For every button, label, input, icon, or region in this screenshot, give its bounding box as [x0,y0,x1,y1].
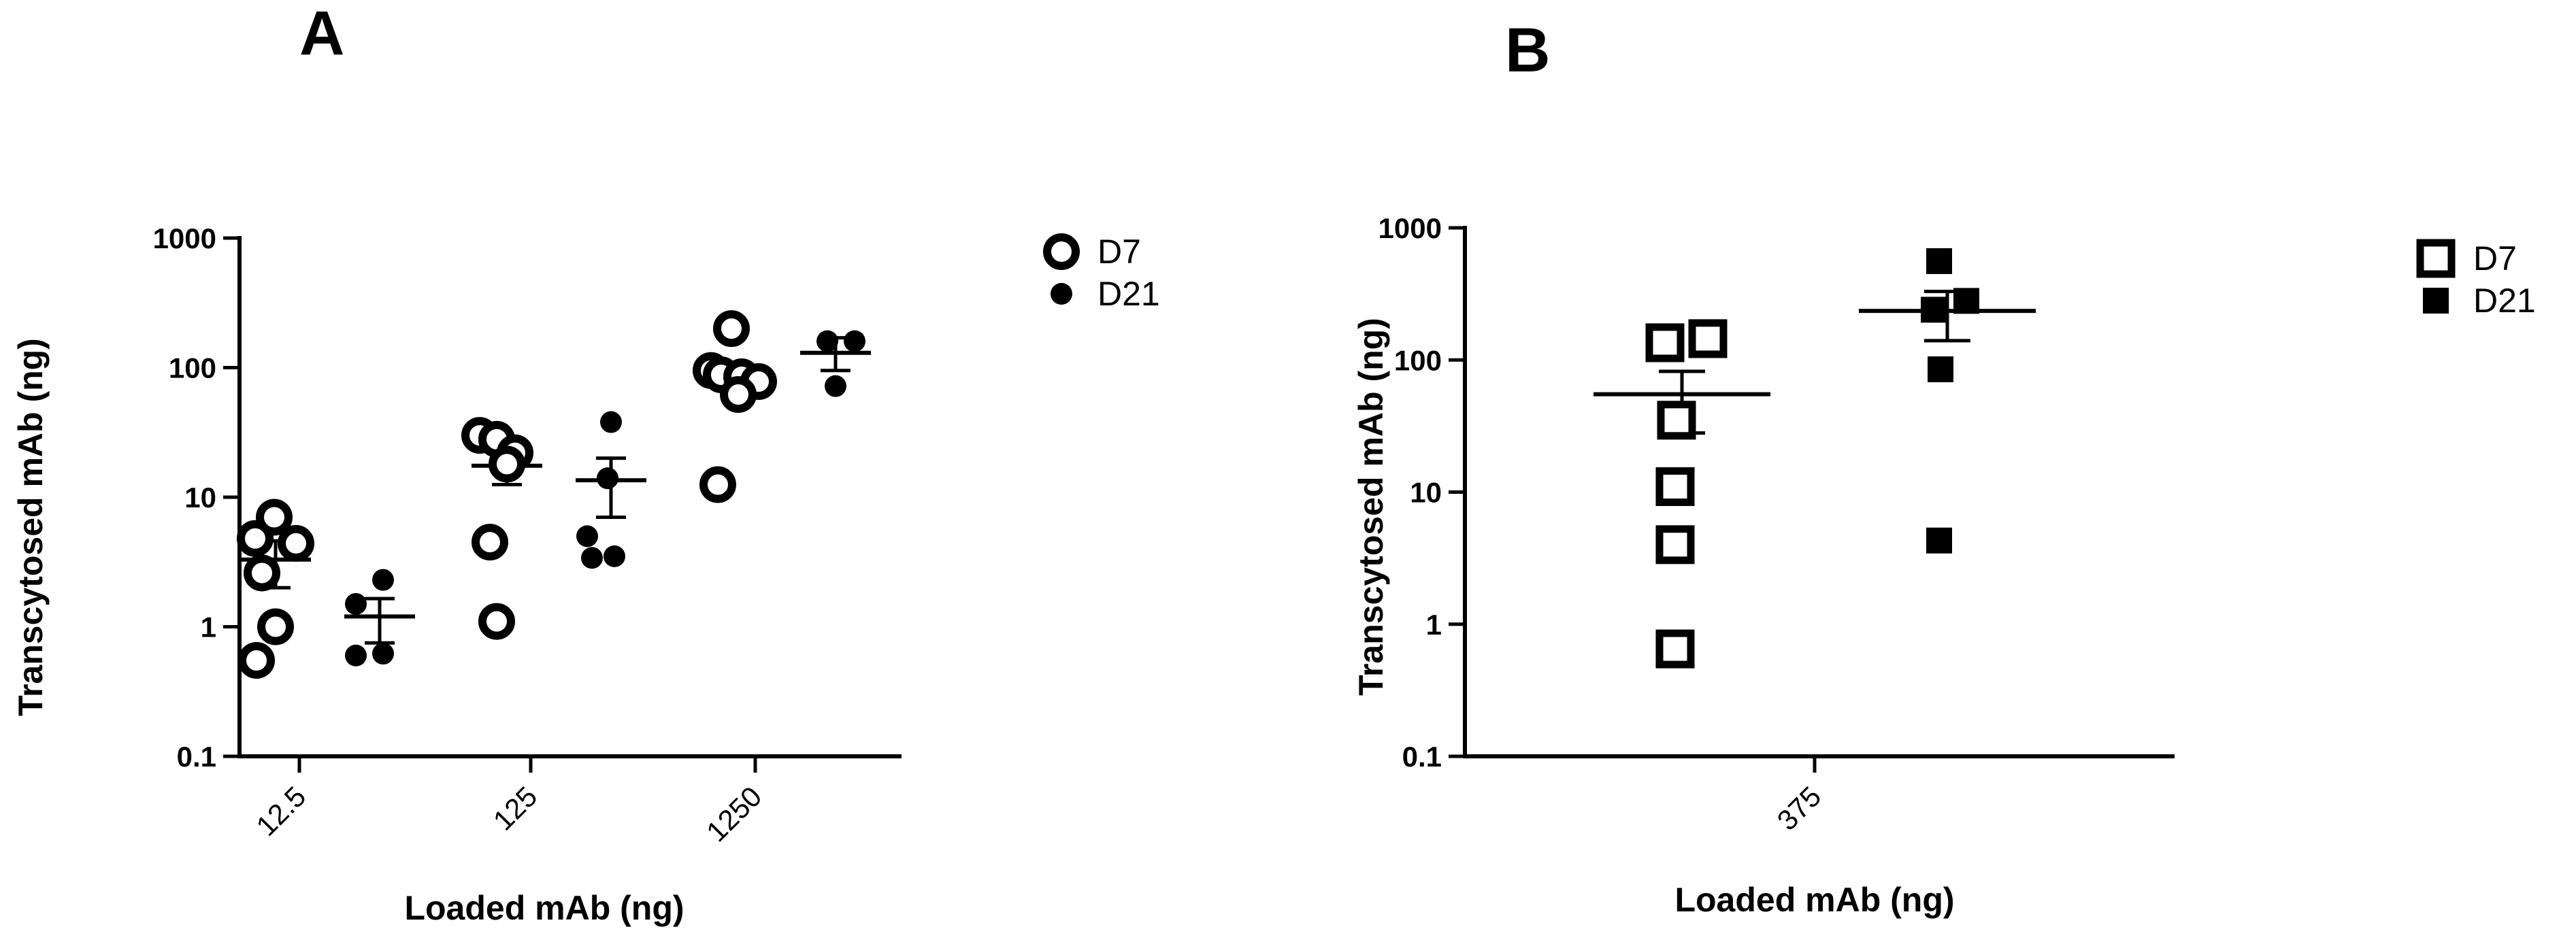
panel-b-y-tick-label: 0.1 [1402,741,1442,773]
panel-b-legend-label-d7: D7 [2473,239,2517,277]
panel-a-y-tick-label: 1 [201,611,216,643]
panel-a-x-tick-label: 125 [487,780,544,837]
panel-a-d21-point [372,643,394,665]
panel-a-d7-point [256,499,293,536]
panel-a-d21-point [825,375,846,397]
panel-b-plot: 0.1 1 10 100 1000 375 D7 D21 [1378,212,2536,837]
panel-letter-b: B [1505,16,1550,85]
panel-b-d7-point [1655,525,1695,565]
panel-b-d7-point [1657,401,1696,440]
panel-b-legend-marker-d21 [2423,288,2449,314]
panel-b-y-axis-title: Transcytosed mAb (ng) [1352,318,1390,696]
panel-a-d21-point [597,467,618,490]
panel-a-y-tick-label: 1000 [153,222,216,254]
panel-a-d21-point [604,545,625,567]
panel-a-d21-point [816,330,838,352]
panel-b-d7-point [1645,323,1685,363]
panel-a-d7-point [238,641,275,679]
panel-a-d7-point [720,376,757,414]
panel-a-d21-point [581,547,603,569]
panel-a-legend-label-d21: D21 [1097,275,1160,313]
panel-a-d21-point [372,569,394,591]
panel-a-d7-point [257,608,294,645]
panel-a-y-tick-label: 100 [169,352,216,384]
panel-a-d7-point [278,524,314,562]
panel-b-y-tick-label: 100 [1394,344,1442,376]
panel-b-d7-point [1688,319,1728,358]
panel-a-d7-point [478,603,515,640]
panel-b-y-tick-label: 1 [1426,609,1442,641]
panel-b-x-axis-title: Loaded mAb (ng) [1674,881,1954,919]
panel-b-d7-point [1655,467,1695,506]
panel-a-plot: 0.1 1 10 100 1000 12.5 125 1250 D7 D21 [153,222,1160,847]
panel-a-d7-point [237,520,274,557]
panel-a-d21-point [345,592,367,615]
panel-a-y-tick-label: 0.1 [177,741,216,773]
panel-letter-a: A [299,0,344,68]
panel-a-x-tick-label: 1250 [700,780,767,847]
panel-a-d7-point [244,554,280,592]
panel-b-d21-point [1926,248,1952,274]
panel-b-legend-marker-d7 [2416,239,2456,278]
panel-a-legend-marker-d7 [1043,233,1080,270]
panel-b-d21-point [1928,356,1953,382]
panel-b-x-tick-label: 375 [1771,780,1828,837]
panel-a-d7-point [713,310,750,348]
panel-b-d7-point [1655,629,1695,669]
panel-a-d7-point [699,466,736,503]
panel-a-d21-point [844,330,865,352]
panel-a-x-tick-label: 12.5 [250,780,312,842]
panel-b-d21-point [1921,297,1947,323]
panel-b-y-tick-label: 10 [1410,477,1442,509]
panel-a-x-axis-title: Loaded mAb (ng) [404,889,684,927]
panel-a-d21-point [576,525,598,548]
panel-a-d7-point [489,445,525,483]
panel-b-legend-label-d21: D21 [2473,282,2536,320]
panel-a-d7-point [472,524,508,561]
panel-b-d21-point [1953,288,1979,314]
panel-b-d21-point [1926,527,1952,554]
panel-a-legend-label-d7: D7 [1097,233,1141,271]
panel-a-d21-point [600,411,622,433]
panel-a-d21-point [345,644,367,667]
panel-a-y-axis-title: Transcytosed mAb (ng) [12,338,50,716]
panel-a-legend-marker-d21 [1051,283,1072,305]
panel-b-y-tick-label: 1000 [1378,212,1442,244]
panel-a-y-tick-label: 10 [184,482,216,514]
